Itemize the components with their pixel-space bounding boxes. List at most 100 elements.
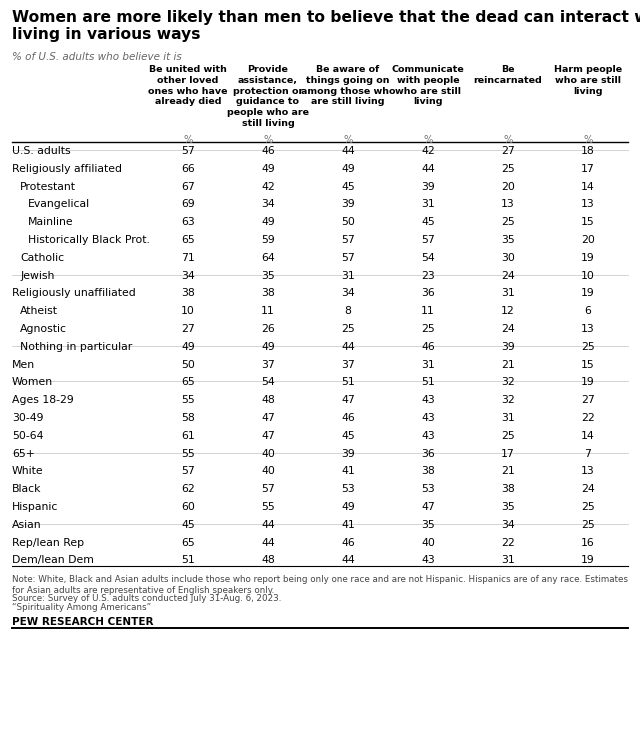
Text: 34: 34: [181, 271, 195, 280]
Text: 34: 34: [501, 520, 515, 530]
Text: 44: 44: [261, 520, 275, 530]
Text: 53: 53: [421, 484, 435, 494]
Text: 47: 47: [261, 431, 275, 441]
Text: Harm people
who are still
living: Harm people who are still living: [554, 65, 622, 96]
Text: Be
reincarnated: Be reincarnated: [474, 65, 542, 84]
Text: 10: 10: [181, 306, 195, 316]
Text: 27: 27: [181, 324, 195, 334]
Text: 49: 49: [181, 342, 195, 352]
Text: 25: 25: [581, 342, 595, 352]
Text: 59: 59: [261, 235, 275, 245]
Text: %: %: [423, 135, 433, 145]
Text: 26: 26: [261, 324, 275, 334]
Text: 65: 65: [181, 538, 195, 547]
Text: 39: 39: [341, 449, 355, 458]
Text: 55: 55: [181, 395, 195, 405]
Text: 39: 39: [501, 342, 515, 352]
Text: Nothing in particular: Nothing in particular: [20, 342, 132, 352]
Text: 57: 57: [181, 146, 195, 156]
Text: Hispanic: Hispanic: [12, 502, 58, 512]
Text: 51: 51: [341, 378, 355, 388]
Text: 44: 44: [261, 538, 275, 547]
Text: 19: 19: [581, 556, 595, 566]
Text: White: White: [12, 467, 44, 477]
Text: 67: 67: [181, 182, 195, 192]
Text: Evangelical: Evangelical: [28, 199, 90, 210]
Text: 49: 49: [341, 164, 355, 174]
Text: 27: 27: [581, 395, 595, 405]
Text: 22: 22: [501, 538, 515, 547]
Text: Historically Black Prot.: Historically Black Prot.: [28, 235, 150, 245]
Text: 20: 20: [581, 235, 595, 245]
Text: 30: 30: [501, 253, 515, 263]
Text: 45: 45: [341, 182, 355, 192]
Text: Protestant: Protestant: [20, 182, 76, 192]
Text: Rep/lean Rep: Rep/lean Rep: [12, 538, 84, 547]
Text: 46: 46: [261, 146, 275, 156]
Text: 27: 27: [501, 146, 515, 156]
Text: 13: 13: [501, 199, 515, 210]
Text: “Spirituality Among Americans”: “Spirituality Among Americans”: [12, 603, 151, 612]
Text: 49: 49: [261, 342, 275, 352]
Text: 57: 57: [261, 484, 275, 494]
Text: Religiously affiliated: Religiously affiliated: [12, 164, 122, 174]
Text: 20: 20: [501, 182, 515, 192]
Text: 15: 15: [581, 360, 595, 369]
Text: 57: 57: [421, 235, 435, 245]
Text: 25: 25: [501, 431, 515, 441]
Text: 30-49: 30-49: [12, 413, 44, 423]
Text: 49: 49: [261, 217, 275, 227]
Text: 45: 45: [181, 520, 195, 530]
Text: Be united with
other loved
ones who have
already died: Be united with other loved ones who have…: [148, 65, 228, 106]
Text: 35: 35: [501, 502, 515, 512]
Text: 65: 65: [181, 378, 195, 388]
Text: 12: 12: [501, 306, 515, 316]
Text: 8: 8: [344, 306, 351, 316]
Text: 54: 54: [421, 253, 435, 263]
Text: %: %: [343, 135, 353, 145]
Text: Communicate
with people
who are still
living: Communicate with people who are still li…: [392, 65, 465, 106]
Text: 24: 24: [501, 324, 515, 334]
Text: 50-64: 50-64: [12, 431, 44, 441]
Text: 32: 32: [501, 378, 515, 388]
Text: 36: 36: [421, 288, 435, 299]
Text: 43: 43: [421, 431, 435, 441]
Text: 35: 35: [261, 271, 275, 280]
Text: Ages 18-29: Ages 18-29: [12, 395, 74, 405]
Text: Atheist: Atheist: [20, 306, 58, 316]
Text: 44: 44: [341, 342, 355, 352]
Text: 38: 38: [421, 467, 435, 477]
Text: 31: 31: [501, 413, 515, 423]
Text: 6: 6: [584, 306, 591, 316]
Text: 25: 25: [581, 502, 595, 512]
Text: 50: 50: [181, 360, 195, 369]
Text: 22: 22: [581, 413, 595, 423]
Text: 65: 65: [181, 235, 195, 245]
Text: 14: 14: [581, 431, 595, 441]
Text: 11: 11: [261, 306, 275, 316]
Text: 16: 16: [581, 538, 595, 547]
Text: Be aware of
things going on
among those who
are still living: Be aware of things going on among those …: [301, 65, 396, 106]
Text: 25: 25: [501, 164, 515, 174]
Text: Religiously unaffiliated: Religiously unaffiliated: [12, 288, 136, 299]
Text: 35: 35: [501, 235, 515, 245]
Text: 36: 36: [421, 449, 435, 458]
Text: 11: 11: [421, 306, 435, 316]
Text: 31: 31: [501, 556, 515, 566]
Text: 40: 40: [421, 538, 435, 547]
Text: 58: 58: [181, 413, 195, 423]
Text: 13: 13: [581, 467, 595, 477]
Text: 34: 34: [261, 199, 275, 210]
Text: Catholic: Catholic: [20, 253, 64, 263]
Text: 15: 15: [581, 217, 595, 227]
Text: Dem/lean Dem: Dem/lean Dem: [12, 556, 94, 566]
Text: Note: White, Black and Asian adults include those who report being only one race: Note: White, Black and Asian adults incl…: [12, 575, 628, 596]
Text: 31: 31: [421, 199, 435, 210]
Text: 49: 49: [341, 502, 355, 512]
Text: 25: 25: [501, 217, 515, 227]
Text: 38: 38: [261, 288, 275, 299]
Text: 57: 57: [181, 467, 195, 477]
Text: 31: 31: [501, 288, 515, 299]
Text: %: %: [263, 135, 273, 145]
Text: 40: 40: [261, 449, 275, 458]
